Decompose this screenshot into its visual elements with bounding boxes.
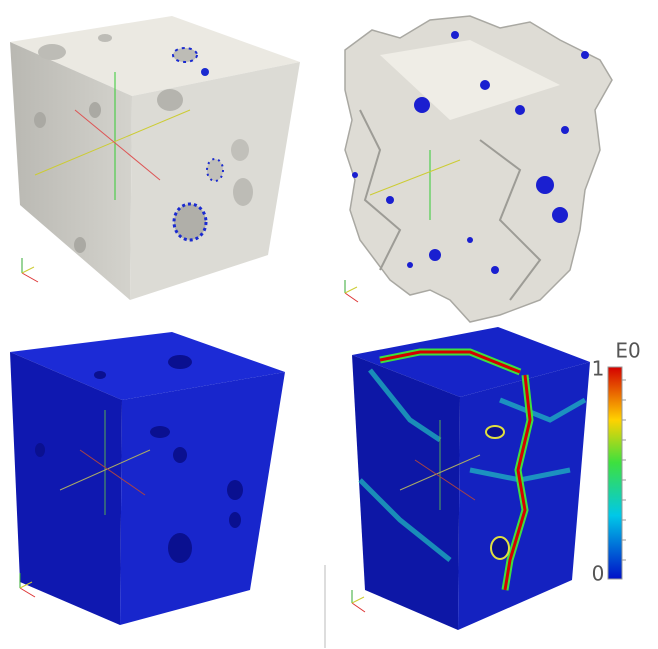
porous-cube-part <box>98 34 112 42</box>
field-cube-part <box>120 372 285 625</box>
damage-cube-part <box>351 602 366 613</box>
fractured-cube-part-part <box>352 172 358 178</box>
porous-cube-part <box>74 237 86 253</box>
porous-cube-part <box>74 109 161 181</box>
field-cube-part-part <box>229 512 241 528</box>
fractured-cube-part-part <box>552 207 568 223</box>
damage-cube-part-part <box>368 368 442 443</box>
damage-cube <box>351 327 590 630</box>
field-cube-part-part <box>94 371 106 379</box>
porous-cube-part <box>10 16 300 96</box>
damage-cube-part <box>485 425 505 439</box>
fractured-cube-part <box>369 159 461 196</box>
damage-cube-part <box>358 368 587 562</box>
field-cube-part <box>79 449 146 496</box>
field-cube-part-part <box>227 480 243 500</box>
fractured-cube <box>344 15 613 323</box>
field-cube-part-part <box>168 533 192 563</box>
porous-cube-part <box>201 68 209 76</box>
damage-cube-part <box>352 327 590 397</box>
porous-cube-part <box>89 102 101 118</box>
fractured-cube-part-part <box>414 97 430 113</box>
porous-cube-part <box>157 89 183 111</box>
damage-cube-part-part <box>499 397 587 423</box>
colorbar: E0 1 0 <box>592 339 641 586</box>
porous-cube-part <box>233 178 253 206</box>
fractured-cube-part-part <box>480 80 490 90</box>
colorbar-max: 1 <box>592 357 605 381</box>
fractured-cube-part-part <box>561 126 569 134</box>
fractured-cube-part-part <box>536 176 554 194</box>
field-cube <box>10 332 285 625</box>
fractured-cube-part-part <box>386 196 394 204</box>
fractured-cube-part-part <box>491 266 499 274</box>
porous-cube <box>10 16 300 300</box>
fractured-cube-part <box>344 292 359 303</box>
colorbar-part <box>622 379 626 561</box>
colorbar-min: 0 <box>592 562 605 586</box>
fractured-cube-part <box>359 109 402 271</box>
damage-cube-part <box>352 355 460 630</box>
field-cube-part-part <box>35 443 45 457</box>
damage-cube-part <box>379 350 521 374</box>
porous-cube-part <box>34 109 191 176</box>
damage-cube-part-part <box>358 478 452 562</box>
field-cube-part-part <box>150 426 170 438</box>
damage-cube-part <box>399 454 481 491</box>
field-cube-part-part <box>168 355 192 369</box>
fractured-cube-part-part <box>429 249 441 261</box>
colorbar-part <box>607 366 623 580</box>
field-cube-part-part <box>173 447 187 463</box>
damage-cube-part <box>490 536 510 560</box>
fractured-cube-part-part <box>467 237 473 243</box>
field-cube-part <box>10 332 285 400</box>
damage-cube-part <box>503 374 532 591</box>
porous-cube-part <box>21 272 39 283</box>
field-cube-part <box>59 449 151 491</box>
damage-cube-part <box>414 459 476 501</box>
fractured-cube-part-part <box>451 31 459 39</box>
field-cube-part <box>19 581 33 589</box>
field-cube-part <box>19 587 36 598</box>
fractured-cube-part-part <box>581 51 589 59</box>
fractured-cube-part <box>380 40 560 120</box>
porous-cube-part <box>10 42 132 300</box>
porous-cube-part <box>21 266 35 274</box>
colorbar-title: E0 <box>615 339 640 363</box>
porous-cube-part <box>172 47 198 63</box>
porous-cube-part <box>172 202 208 242</box>
field-cube-part <box>10 352 122 625</box>
fractured-cube-part <box>344 286 358 294</box>
porous-cube-part <box>38 44 66 60</box>
fractured-cube-part-part <box>407 262 413 268</box>
damage-cube-part <box>351 596 365 604</box>
porous-cube-part <box>34 112 46 128</box>
porous-cube-part <box>231 139 249 161</box>
fractured-cube-part-part <box>515 105 525 115</box>
fractured-cube-part <box>479 139 542 301</box>
porous-cube-part <box>206 158 224 182</box>
fractured-cube-part <box>352 31 589 274</box>
field-cube-part <box>35 355 243 563</box>
fractured-cube-part <box>344 15 613 323</box>
